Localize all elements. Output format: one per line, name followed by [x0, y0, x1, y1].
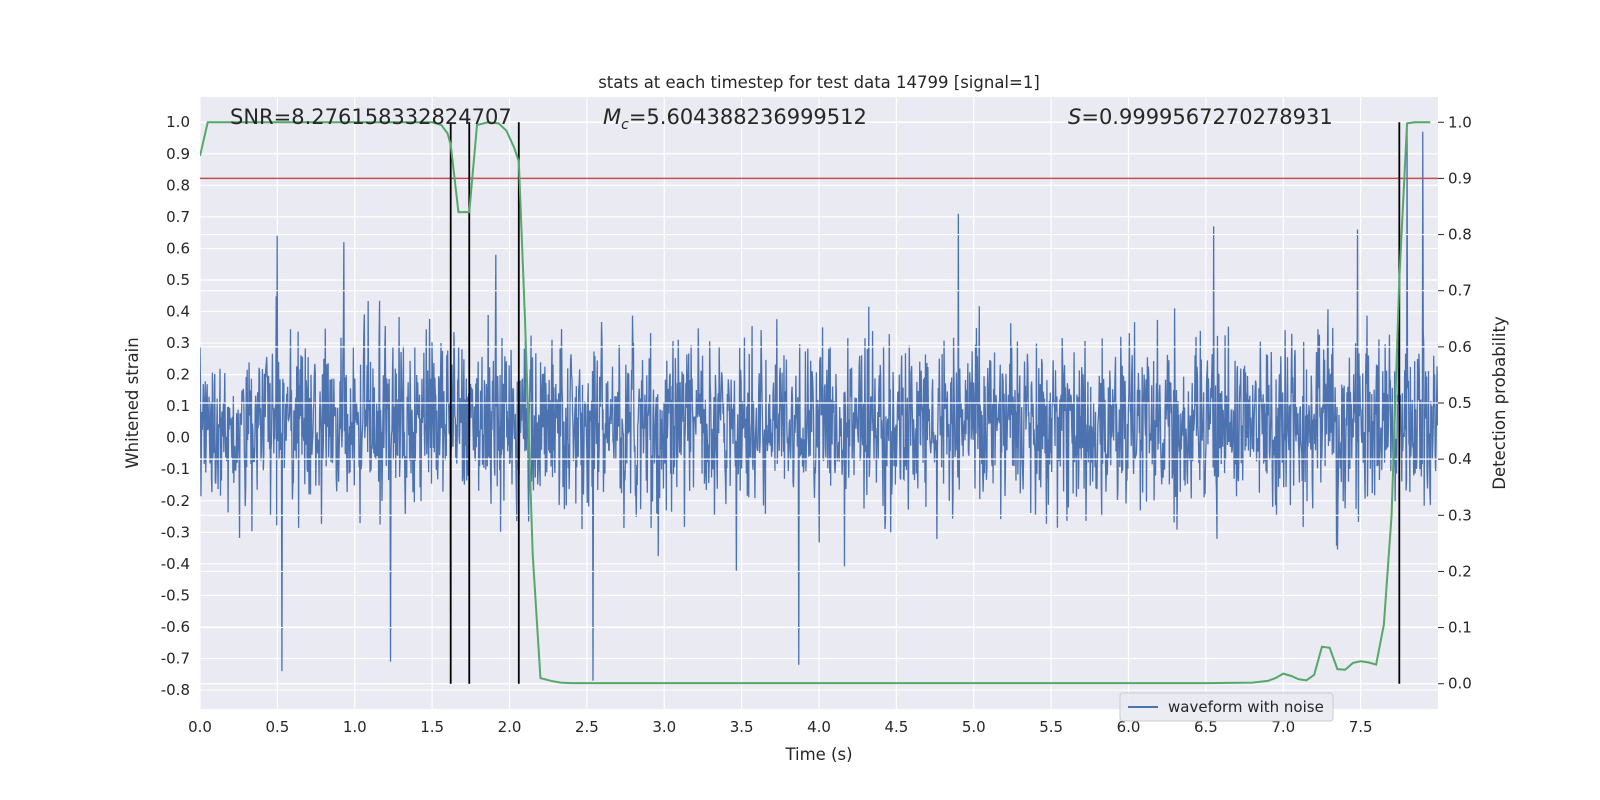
- y2-tick-label: 0.7: [1448, 282, 1472, 300]
- y-tick-label: -0.4: [161, 555, 190, 573]
- y2-tick-label: 0.9: [1448, 169, 1472, 187]
- x-ticks: 0.0 0.5 1.0 1.5 2.0 2.5 3.0 3.5 4.0 4.5 5.0 5.5 6.0 6…: [188, 718, 1372, 736]
- y-tick-label: 0.8: [166, 176, 190, 194]
- y-tick-label: 0.0: [166, 429, 190, 447]
- y2-tick-label: 0.3: [1448, 506, 1472, 524]
- y-tick-label: 0.3: [166, 334, 190, 352]
- x-tick-label: 6.5: [1194, 718, 1218, 736]
- y-tick-label: 0.9: [166, 145, 190, 163]
- s-symbol: S: [1068, 105, 1081, 129]
- mc-subscript: c: [621, 117, 629, 133]
- x-tick-label: 2.5: [575, 718, 599, 736]
- y-tick-label: -0.2: [161, 492, 190, 510]
- y-tick-label: 0.5: [166, 271, 190, 289]
- x-axis-label: Time (s): [784, 745, 852, 764]
- y-tick-label: -0.5: [161, 586, 190, 604]
- x-tick-label: 6.0: [1117, 718, 1141, 736]
- x-tick-label: 4.5: [884, 718, 908, 736]
- y-tick-label: -0.3: [161, 523, 190, 541]
- marker-vertical-lines: [449, 122, 1401, 684]
- y2-tick-label: 0.2: [1448, 562, 1472, 580]
- y-tick-label: 0.6: [166, 239, 190, 257]
- y-tick-label: 0.2: [166, 366, 190, 384]
- y-tick-label: 0.1: [166, 397, 190, 415]
- mc-value: =5.604388236999512: [629, 105, 867, 129]
- x-tick-label: 7.0: [1271, 718, 1295, 736]
- chirp-mass-annotation: Mc=5.604388236999512: [603, 105, 867, 133]
- y2-tick-label: 0.6: [1448, 338, 1472, 356]
- x-tick-label: 1.5: [420, 718, 444, 736]
- probability-line: [200, 121, 1431, 685]
- x-tick-label: 3.0: [652, 718, 676, 736]
- x-tick-label: 0.0: [188, 718, 212, 736]
- x-tick-label: 7.5: [1349, 718, 1373, 736]
- secondary-grid-lines: [200, 121, 1438, 685]
- y2-ticks: 0.0 0.1 0.2 0.3 0.4 0.5 0.6 0.7 0.8 0.9 1.0: [1438, 113, 1472, 693]
- y-axis-label: Whitened strain: [123, 337, 142, 468]
- x-tick-label: 5.5: [1039, 718, 1063, 736]
- waveform-line: [200, 128, 1438, 681]
- y-tick-label: -0.8: [161, 681, 190, 699]
- y-tick-label: -0.7: [161, 650, 190, 668]
- probability-series: [200, 121, 1431, 685]
- x-tick-label: 4.0: [807, 718, 831, 736]
- y2-tick-label: 0.8: [1448, 226, 1472, 244]
- y-tick-label: -0.6: [161, 618, 190, 636]
- s-value: =0.9999567270278931: [1081, 105, 1332, 129]
- y-tick-label: -0.1: [161, 460, 190, 478]
- y-tick-label: 1.0: [166, 113, 190, 131]
- score-annotation: S=0.9999567270278931: [1068, 105, 1333, 129]
- x-tick-label: 1.0: [343, 718, 367, 736]
- mc-symbol: M: [603, 105, 621, 129]
- chart-title: stats at each timestep for test data 147…: [598, 73, 1040, 92]
- legend-box: [1119, 692, 1334, 722]
- x-tick-label: 3.5: [730, 718, 754, 736]
- y2-tick-label: 0.4: [1448, 450, 1472, 468]
- y2-tick-label: 1.0: [1448, 113, 1472, 131]
- snr-annotation: SNR=8.276158332824707: [230, 105, 512, 129]
- x-tick-label: 5.0: [962, 718, 986, 736]
- x-tick-label: 0.5: [265, 718, 289, 736]
- y2-tick-label: 0.1: [1448, 619, 1472, 637]
- x-tick-label: 2.0: [498, 718, 522, 736]
- legend-label: waveform with noise: [1168, 698, 1324, 716]
- y-tick-label: 0.7: [166, 208, 190, 226]
- y-ticks: -0.8 -0.7 -0.6 -0.5 -0.4 -0.3 -0.2 -0.1 0.0 0.1 0.…: [161, 113, 190, 699]
- y-tick-label: 0.4: [166, 303, 190, 321]
- y2-axis-label: Detection probability: [1490, 316, 1509, 490]
- waveform-series: [200, 128, 1438, 681]
- y2-tick-label: 0.5: [1448, 394, 1472, 412]
- legend: waveform with noise: [1119, 692, 1334, 722]
- y2-tick-label: 0.0: [1448, 675, 1472, 693]
